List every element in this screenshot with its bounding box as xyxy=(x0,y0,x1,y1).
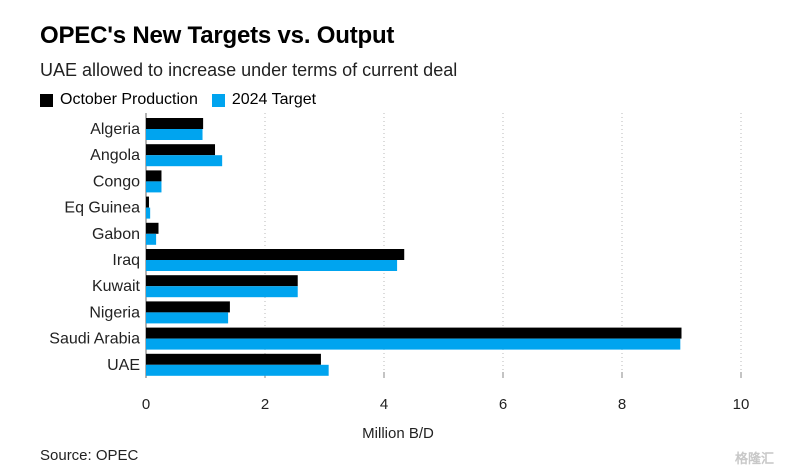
bar-algeria-october-production xyxy=(146,118,204,129)
bar-nigeria-2024-target xyxy=(146,312,229,324)
bar-iraq-october-production xyxy=(146,249,405,260)
y-category-label-saudi-arabia: Saudi Arabia xyxy=(49,331,140,348)
bar-angola-october-production xyxy=(146,144,216,156)
y-category-label-gabon: Gabon xyxy=(92,226,140,243)
x-tick-label-8: 8 xyxy=(618,396,626,413)
y-category-label-uae: UAE xyxy=(107,357,140,374)
bar-congo-october-production xyxy=(146,170,162,182)
bar-uae-october-production xyxy=(146,353,321,365)
bar-eq-guinea-october-production xyxy=(146,196,149,208)
bar-iraq-2024-target xyxy=(146,260,398,271)
bar-congo-2024-target xyxy=(146,181,162,193)
y-category-label-iraq: Iraq xyxy=(112,252,140,269)
x-tick-label-6: 6 xyxy=(499,396,507,413)
y-category-label-congo: Congo xyxy=(93,173,140,190)
x-axis-label: Million B/D xyxy=(362,425,434,442)
bar-gabon-2024-target xyxy=(146,233,157,245)
legend-label-october-production: October Production xyxy=(60,91,198,108)
x-tick-label-10: 10 xyxy=(733,396,750,413)
chart-title: OPEC's New Targets vs. Output xyxy=(40,22,395,49)
bar-gabon-october-production xyxy=(146,222,159,234)
legend-label-2024-target: 2024 Target xyxy=(231,91,317,108)
bar-nigeria-october-production xyxy=(146,301,230,313)
legend: October Production 2024 Target xyxy=(40,91,330,109)
x-tick-label-0: 0 xyxy=(142,396,150,413)
bar-kuwait-october-production xyxy=(146,275,298,287)
bar-algeria-2024-target xyxy=(146,129,203,140)
bar-uae-2024-target xyxy=(146,364,329,376)
legend-item-october-production: October Production xyxy=(40,91,198,109)
y-category-label-nigeria: Nigeria xyxy=(89,304,140,321)
y-category-label-algeria: Algeria xyxy=(90,121,140,138)
x-tick-label-2: 2 xyxy=(261,396,269,413)
legend-item-2024-target: 2024 Target xyxy=(211,91,317,109)
source-note: Source: OPEC xyxy=(40,447,139,464)
x-tick-label-4: 4 xyxy=(380,396,388,413)
bar-eq-guinea-2024-target xyxy=(146,207,151,219)
legend-swatch-2024-target xyxy=(211,93,225,107)
watermark-logo: 格隆汇 xyxy=(735,448,774,467)
bar-kuwait-2024-target xyxy=(146,286,298,298)
y-category-label-kuwait: Kuwait xyxy=(92,278,141,295)
watermark-text: 格隆汇 xyxy=(734,451,774,466)
legend-swatch-october-production xyxy=(40,93,53,107)
y-category-label-eq-guinea: Eq Guinea xyxy=(64,200,140,217)
y-category-label-angola: Angola xyxy=(90,147,140,164)
bar-saudi-arabia-2024-target xyxy=(146,338,681,350)
bar-saudi-arabia-october-production xyxy=(146,327,682,339)
chart-subtitle: UAE allowed to increase under terms of c… xyxy=(40,60,458,80)
bar-angola-2024-target xyxy=(146,155,223,167)
